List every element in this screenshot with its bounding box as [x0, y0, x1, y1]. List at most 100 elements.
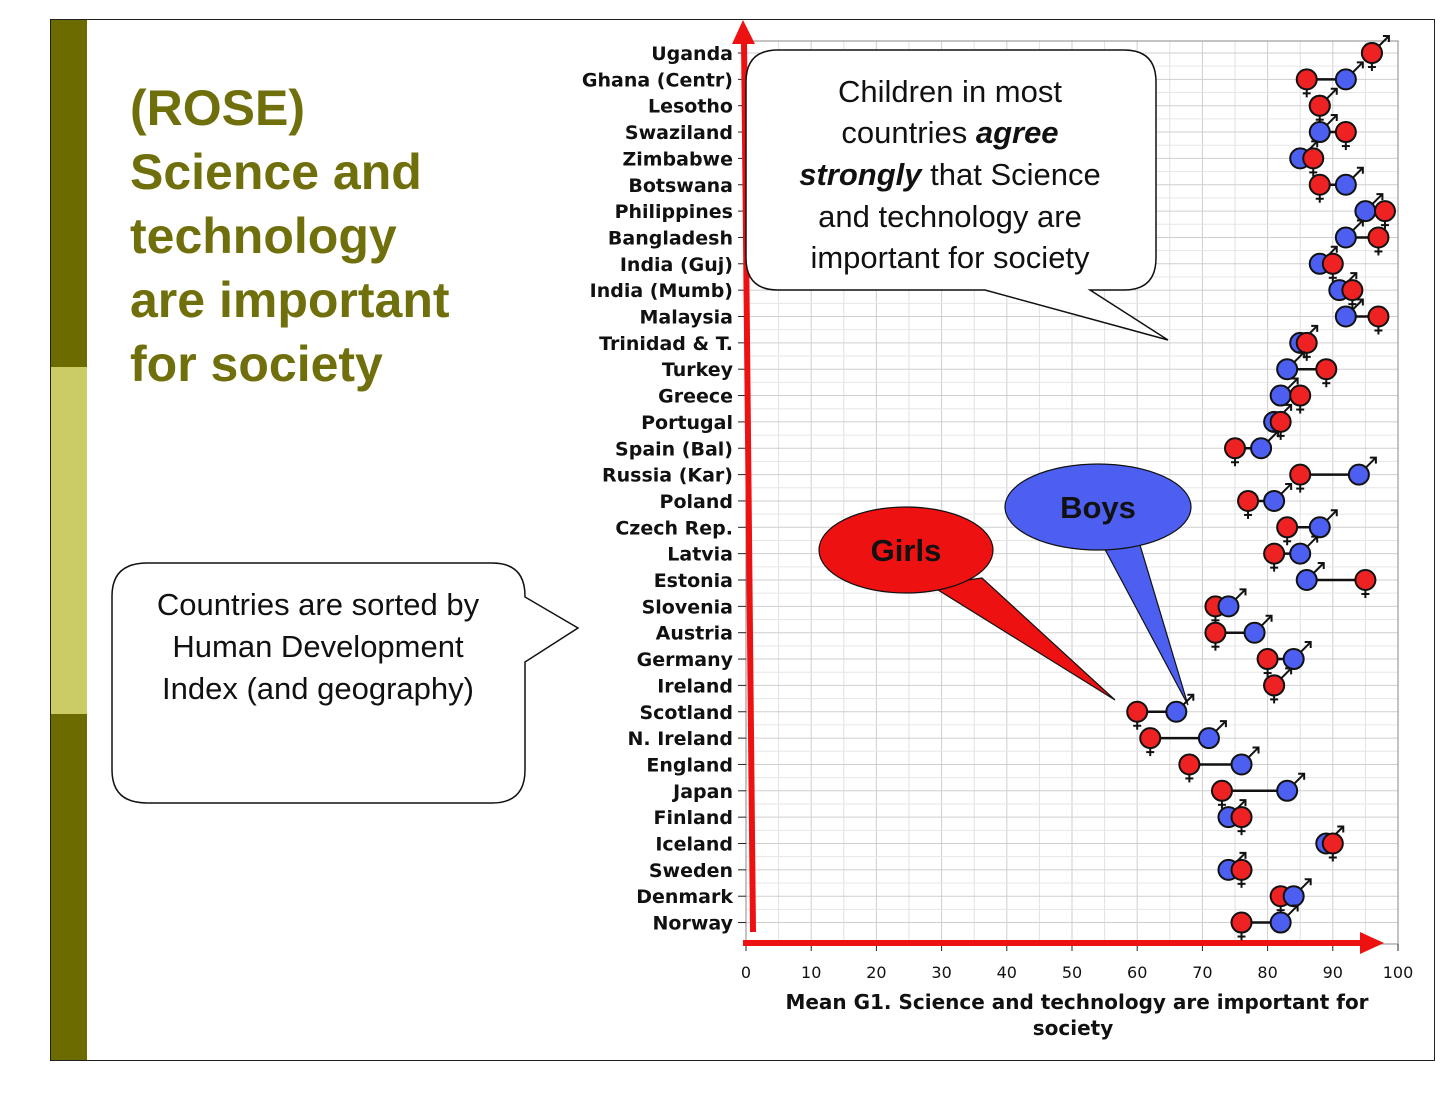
country-label: Denmark	[636, 886, 733, 908]
x-tick-label: 60	[1127, 963, 1147, 982]
girls-callout-pointer	[928, 577, 1116, 701]
boys-point	[1354, 193, 1384, 223]
boys-point	[1308, 114, 1338, 144]
country-label: Sweden	[649, 860, 733, 882]
agree-text-line-5: important for society	[810, 240, 1090, 275]
girls-point	[1289, 384, 1312, 414]
girls-point	[1321, 252, 1344, 282]
boys-point	[1334, 219, 1364, 249]
country-labels: Uganda Ghana (Centr) Lesotho Swaziland Zimba…	[582, 43, 734, 935]
girls-point	[1341, 279, 1364, 309]
sorted-callout: Countries are sorted by Human Developmen…	[111, 562, 580, 804]
girls-point	[1263, 674, 1286, 704]
girls-point	[1321, 832, 1344, 862]
girls-point	[1360, 42, 1383, 71]
girls-point	[1263, 542, 1286, 572]
boys-callout-label: Boys	[1060, 490, 1136, 525]
agree-text-line-1: Children in most	[838, 74, 1062, 109]
boys-callout: Boys	[1004, 463, 1192, 706]
country-label: N. Ireland	[627, 728, 733, 750]
girls-point	[1230, 858, 1253, 888]
sorted-text-line-3: Index (and geography)	[162, 671, 474, 706]
country-label: Slovenia	[642, 596, 733, 618]
girls-point	[1289, 463, 1312, 493]
x-tick-label: 70	[1192, 963, 1212, 982]
slide-title-line: (ROSE)	[130, 80, 305, 136]
girls-callout-bubble	[818, 506, 994, 594]
girls-point	[1126, 700, 1149, 730]
girls-point	[1295, 68, 1318, 98]
slide-title-line: for society	[130, 336, 383, 392]
country-label: Greece	[658, 386, 733, 408]
girls-point	[1373, 200, 1396, 230]
agree-text-line-2: countries agree	[841, 115, 1058, 150]
slide-title-line: are important	[130, 272, 450, 328]
x-tick-label: 80	[1257, 963, 1277, 982]
country-label: Germany	[637, 649, 734, 671]
x-tick-label: 30	[931, 963, 951, 982]
sorted-text-line-1: Countries are sorted by	[157, 587, 480, 622]
accent-bar-middle	[51, 367, 87, 714]
country-label: Austria	[656, 623, 733, 645]
country-label: Czech Rep.	[615, 517, 733, 539]
country-label: Portugal	[641, 412, 733, 434]
girls-point	[1354, 569, 1377, 598]
x-axis-title-line-2: society	[1033, 1016, 1114, 1040]
accent-bar-bottom	[51, 714, 87, 1060]
boys-point	[1263, 482, 1293, 512]
girls-point	[1204, 621, 1227, 651]
boys-point	[1276, 772, 1306, 802]
slide-title: (ROSE) Science and technology are important…	[130, 76, 530, 396]
country-label: Finland	[654, 807, 733, 829]
boys-callout-pointer	[1098, 539, 1189, 706]
agree-callout-bubble	[745, 49, 1169, 341]
country-label: Turkey	[662, 359, 734, 381]
x-axis-title-line-1: Mean G1. Science and technology are impo…	[785, 990, 1368, 1014]
data-points	[1126, 35, 1396, 941]
x-tick-label: 50	[1062, 963, 1082, 982]
country-label: Philippines	[615, 201, 733, 223]
girls-point	[1230, 911, 1253, 941]
girls-point	[1224, 437, 1246, 467]
country-label: Swaziland	[625, 122, 733, 144]
country-label: Japan	[671, 781, 733, 803]
boys-point	[1295, 562, 1325, 591]
girls-point	[1237, 489, 1260, 519]
boys-point	[1230, 746, 1260, 776]
country-label: Latvia	[667, 544, 733, 566]
accent-bar-top	[51, 20, 87, 367]
country-label: Malaysia	[639, 307, 733, 329]
agree-text-line-3: strongly that Science	[799, 157, 1101, 192]
x-tick-label: 90	[1323, 963, 1343, 982]
girls-point	[1308, 94, 1331, 124]
country-label: Botswana	[628, 175, 733, 197]
x-tick-label: 10	[801, 963, 821, 982]
girls-callout-label: Girls	[871, 533, 942, 568]
country-label: India (Guj)	[620, 254, 733, 276]
sorted-text-line-2: Human Development	[172, 629, 464, 664]
girls-point	[1334, 121, 1357, 151]
boys-callout-bubble	[1004, 463, 1192, 551]
boys-point	[1165, 693, 1195, 723]
country-label: Bangladesh	[608, 227, 733, 249]
girls-point	[1210, 779, 1233, 809]
x-tick-labels: 0 10 20 30 40 50 60 70 80 90 100	[741, 963, 1413, 982]
girls-point	[1256, 648, 1279, 678]
country-label: Lesotho	[648, 96, 733, 118]
country-label: Norway	[653, 913, 734, 935]
boys-point	[1276, 351, 1306, 381]
girls-point	[1315, 358, 1338, 388]
sorted-callout-bubble	[111, 562, 580, 804]
boys-point	[1347, 456, 1377, 486]
agree-callout: Children in most countries agree strongl…	[745, 49, 1169, 341]
girls-point	[1308, 173, 1331, 203]
girls-point	[1139, 727, 1162, 757]
x-tick-label: 20	[866, 963, 886, 982]
boys-point	[1269, 904, 1299, 934]
x-tick-label: 40	[997, 963, 1017, 982]
x-axis-title: Mean G1. Science and technology are impo…	[785, 990, 1368, 1040]
boys-point	[1217, 588, 1247, 618]
country-label: Russia (Kar)	[602, 465, 733, 487]
x-tick-label: 100	[1383, 963, 1414, 982]
girls-point	[1178, 753, 1201, 783]
